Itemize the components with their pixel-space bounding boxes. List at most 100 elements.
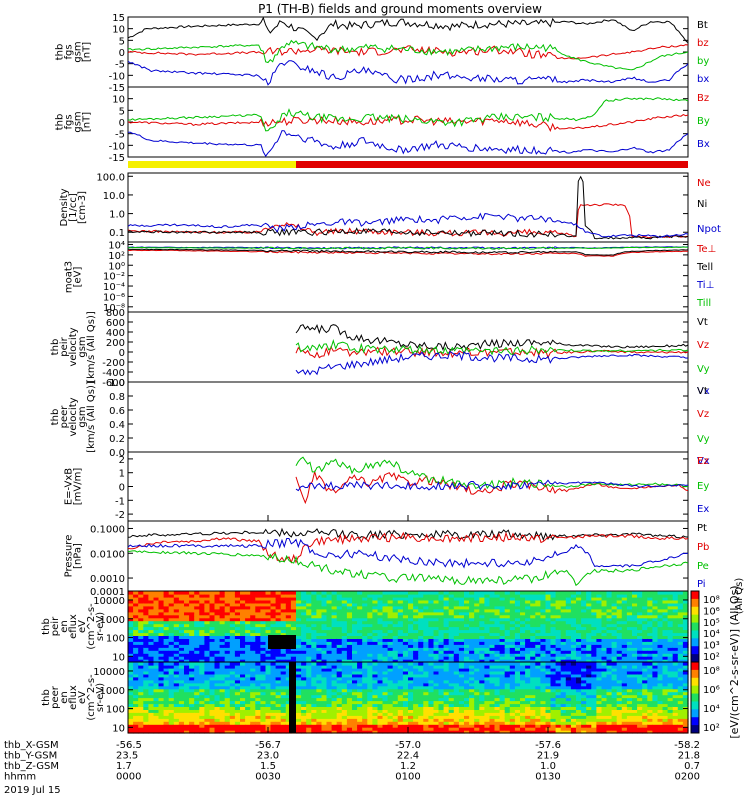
spectrogram-cell <box>301 653 307 657</box>
spectrogram-cell <box>560 712 567 716</box>
spectrogram-cell <box>469 685 475 690</box>
spectrogram-cell <box>189 623 195 628</box>
spectrogram-cell <box>372 682 379 687</box>
spectrogram-cell <box>448 626 455 631</box>
spectrogram-cell <box>219 614 226 619</box>
spectrogram-cell <box>535 591 541 595</box>
spectrogram-cell <box>301 662 307 666</box>
spectrogram-cell <box>204 676 211 681</box>
spectrogram-cell <box>545 667 552 672</box>
spectrogram-cell <box>143 688 149 693</box>
spectrogram-cell <box>637 656 643 660</box>
spectrogram-cell <box>525 599 531 604</box>
series-line-Ez <box>295 469 688 505</box>
spectrogram-cell <box>662 620 669 625</box>
spectrogram-cell <box>285 679 292 684</box>
spectrogram-cell <box>382 611 389 616</box>
spectrogram-cell <box>464 715 470 719</box>
spectrogram-cell <box>372 670 379 675</box>
spectrogram-cell <box>153 715 160 719</box>
spectrogram-cell <box>382 623 389 628</box>
spectrogram-cell <box>591 647 597 651</box>
spectrogram-cell <box>489 697 496 702</box>
spectrogram-cell <box>331 641 338 645</box>
spectrogram-cell <box>321 623 328 628</box>
spectrogram-cell <box>545 614 552 619</box>
spectrogram-cell <box>443 656 450 660</box>
spectrogram-cell <box>336 617 343 622</box>
spectrogram-cell <box>601 635 608 639</box>
legend-entry: Pe <box>697 561 709 572</box>
spectrogram-cell <box>128 611 134 616</box>
spectrogram-cell <box>280 703 287 707</box>
spectrogram-cell <box>270 617 277 622</box>
spectrogram-cell <box>153 712 160 716</box>
spectrogram-cell <box>494 715 501 719</box>
spectrogram-cell <box>550 635 557 639</box>
spectrogram-cell <box>418 591 424 595</box>
spectrogram-cell <box>163 724 170 728</box>
spectrogram-cell <box>341 703 348 707</box>
spectrogram-cell <box>560 665 567 669</box>
spectrogram-cell <box>652 623 659 628</box>
spectrogram-cell <box>153 697 160 702</box>
series-line-Tell <box>128 248 688 256</box>
spectrogram-cell <box>153 635 160 639</box>
spectrogram-cell <box>474 629 480 634</box>
spectrogram-cell <box>647 614 653 619</box>
spectrogram-cell <box>143 620 149 625</box>
spectrogram-cell <box>265 676 272 681</box>
spectrogram-cell <box>163 647 170 651</box>
spectrogram-cell <box>596 608 603 613</box>
spectrogram-cell <box>550 608 557 613</box>
spectrogram-cell <box>250 665 256 669</box>
spectrogram-cell <box>545 623 552 628</box>
spectrogram-cell <box>240 635 246 639</box>
spectrogram-cell <box>443 662 450 666</box>
spectrogram-cell <box>326 667 333 672</box>
spectrogram-cell <box>438 700 445 705</box>
spectrogram-cell <box>219 665 226 669</box>
spectrogram-cell <box>336 706 343 710</box>
spectrogram-cell <box>219 712 226 716</box>
spectrogram-cell <box>474 611 480 616</box>
spectrogram-cell <box>357 647 363 651</box>
spectrogram-cell <box>316 623 323 628</box>
spectrogram-cell <box>280 676 287 681</box>
spectrogram-cell <box>413 635 419 639</box>
spectrogram-cell <box>377 709 384 713</box>
spectrogram-cell <box>504 608 511 613</box>
spectrogram-cell <box>168 650 175 654</box>
spectrogram-cell <box>606 605 613 610</box>
spectrogram-cell <box>479 665 485 669</box>
spectrogram-cell <box>576 623 582 628</box>
spectrogram-cell <box>530 629 536 634</box>
spectrogram-cell <box>357 602 363 607</box>
spectrogram-cell <box>489 591 496 595</box>
panel-peir_en_eflux: 10000100010010thbpeirenefluxeV(cm^2-s-sr… <box>41 590 689 663</box>
spectrogram-cell <box>611 611 618 616</box>
spectrogram-cell <box>321 594 328 598</box>
spectrogram-cell <box>621 599 628 604</box>
spectrogram-cell <box>229 620 236 625</box>
spectrogram-cell <box>367 596 373 601</box>
spectrogram-cell <box>290 602 297 607</box>
spectrogram-cell <box>540 638 547 642</box>
spectrogram-cell <box>464 605 470 610</box>
spectrogram-cell <box>550 679 557 684</box>
spectrogram-cell <box>565 676 572 681</box>
spectrogram-cell <box>428 688 435 693</box>
spectrogram-cell <box>382 647 389 651</box>
spectrogram-cell <box>158 691 165 696</box>
spectrogram-cell <box>331 673 338 678</box>
spectrogram-cell <box>270 629 277 634</box>
spectrogram-cell <box>357 703 363 707</box>
spectrogram-cell <box>280 620 287 625</box>
spectrogram-cell <box>458 676 465 681</box>
spectrogram-cell <box>499 703 506 707</box>
spectrogram-cell <box>260 724 267 728</box>
spectrogram-cell <box>509 632 516 636</box>
spectrogram-cell <box>606 644 613 648</box>
spectrogram-cell <box>535 608 541 613</box>
spectrogram-cell <box>148 700 155 705</box>
